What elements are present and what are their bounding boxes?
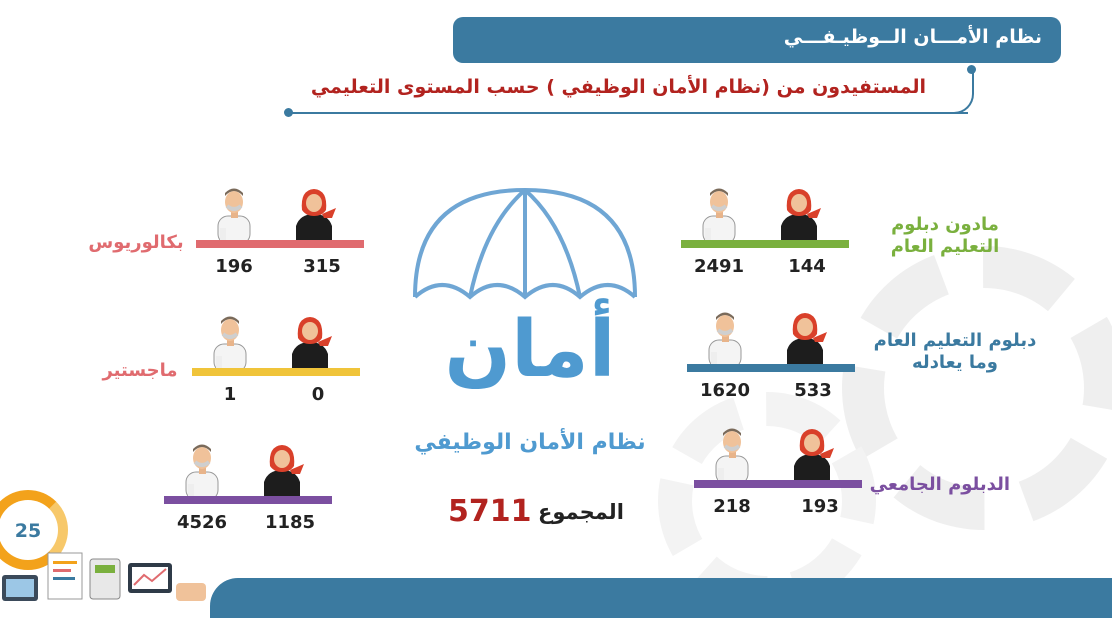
aman-logo-word: أمان xyxy=(444,305,616,395)
category-label-bachelor: بكالوريوس xyxy=(88,232,184,253)
category-label-general-diploma: دبلوم التعليم العام وما يعادله xyxy=(873,330,1037,373)
subtitle-connector xyxy=(930,68,974,114)
subtitle-underline xyxy=(288,112,968,114)
desk-illustration-icon xyxy=(2,552,206,601)
women-count: 533 xyxy=(794,380,832,401)
women-count: 1185 xyxy=(264,512,316,533)
men-count: 4526 xyxy=(176,512,228,533)
man-icon xyxy=(180,442,224,500)
total-value: 5711 xyxy=(448,494,532,529)
man-icon xyxy=(208,314,252,372)
group-general-diploma: 1620 533 xyxy=(687,310,862,405)
man-icon xyxy=(212,186,256,244)
man-icon xyxy=(703,310,747,368)
men-count: 1620 xyxy=(699,380,751,401)
women-count: 0 xyxy=(311,384,325,405)
aman-logo-subtitle: نظام الأمان الوظيفي xyxy=(414,430,646,455)
category-label-below-diploma: مادون دبلوم التعليم العام xyxy=(890,214,1000,257)
men-count: 2491 xyxy=(693,256,745,277)
women-count: 144 xyxy=(788,256,826,277)
category-bar xyxy=(196,240,364,248)
page-title: نظام الأمـــان الــوظيـفـــي xyxy=(783,26,1042,48)
group-below-diploma: 2491 144 xyxy=(681,186,856,281)
woman-icon xyxy=(777,186,821,244)
category-bar xyxy=(681,240,849,248)
category-label-master: ماجستير xyxy=(102,360,178,381)
man-icon xyxy=(710,426,754,484)
subtitle-dot-left xyxy=(284,108,293,117)
group-university-diploma: 218 193 xyxy=(694,426,869,521)
total-label: المجموع xyxy=(538,500,624,524)
header-bar xyxy=(453,17,1061,63)
umbrella-icon xyxy=(413,187,637,300)
category-bar xyxy=(694,480,862,488)
women-count: 193 xyxy=(801,496,839,517)
category-label-university-diploma: الدبلوم الجامعي xyxy=(869,474,1010,495)
men-count: 196 xyxy=(215,256,253,277)
page-subtitle: المستفيدون من (نظام الأمان الوظيفي ) حسب… xyxy=(310,76,926,98)
men-count: 218 xyxy=(713,496,751,517)
footer-bar xyxy=(210,578,1112,618)
category-bar xyxy=(687,364,855,372)
man-icon xyxy=(697,186,741,244)
group-bachelor: 196 315 xyxy=(196,186,371,281)
page-number-ring xyxy=(0,490,68,570)
woman-icon xyxy=(790,426,834,484)
woman-icon xyxy=(260,442,304,500)
category-bar xyxy=(192,368,360,376)
woman-icon xyxy=(288,314,332,372)
group-master: 1 0 xyxy=(192,314,367,409)
woman-icon xyxy=(783,310,827,368)
page-number: 25 xyxy=(14,520,42,542)
women-count: 315 xyxy=(303,256,341,277)
group-totals: 4526 1185 xyxy=(164,442,339,537)
men-count: 1 xyxy=(223,384,237,405)
woman-icon xyxy=(292,186,336,244)
category-bar xyxy=(164,496,332,504)
